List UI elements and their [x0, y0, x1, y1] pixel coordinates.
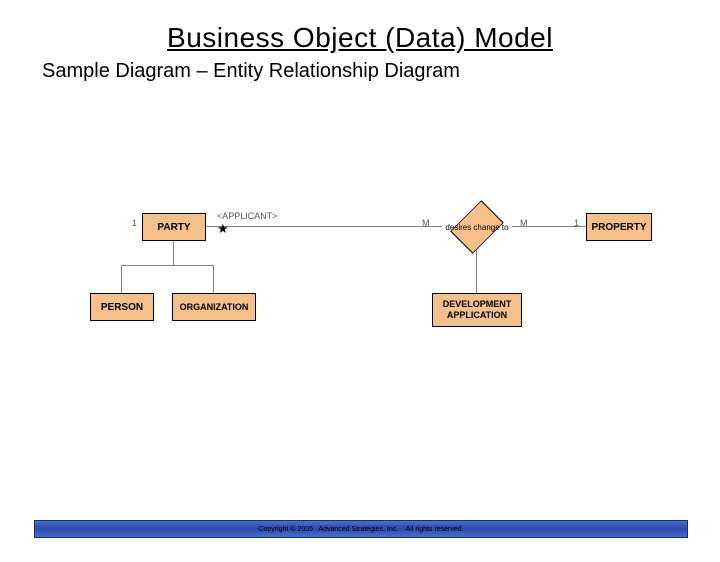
cardinality-property-1: 1 — [574, 218, 579, 228]
hierarchy-trunk — [173, 241, 174, 265]
entity-development-application: DEVELOPMENT APPLICATION — [432, 293, 522, 327]
cardinality-party-1: 1 — [132, 218, 137, 228]
entity-property: PROPERTY — [586, 213, 652, 241]
entity-organization: ORGANIZATION — [172, 293, 256, 321]
footer-text: Copyright © 2005 Advanced Strategies, In… — [258, 526, 463, 533]
entity-party: PARTY — [142, 213, 206, 241]
footer-bar: Copyright © 2005 Advanced Strategies, In… — [34, 520, 688, 538]
star-icon: ★ — [217, 221, 229, 237]
role-applicant: <APPLICANT> — [217, 211, 278, 221]
relationship-desires-change-to: desires change to — [442, 206, 512, 248]
er-diagram-canvas: PARTY PERSON ORGANIZATION DEVELOPMENT AP… — [0, 22, 720, 562]
hierarchy-left-leg — [121, 265, 122, 293]
hierarchy-right-leg — [213, 265, 214, 293]
hierarchy-crossbar — [121, 265, 214, 266]
entity-person: PERSON — [90, 293, 154, 321]
line-party-to-relationship — [206, 226, 442, 227]
cardinality-rel-right-m: M — [520, 218, 528, 228]
cardinality-rel-left-m: M — [422, 218, 430, 228]
relationship-label: desires change to — [442, 206, 512, 248]
line-relationship-to-devapp — [476, 248, 477, 293]
